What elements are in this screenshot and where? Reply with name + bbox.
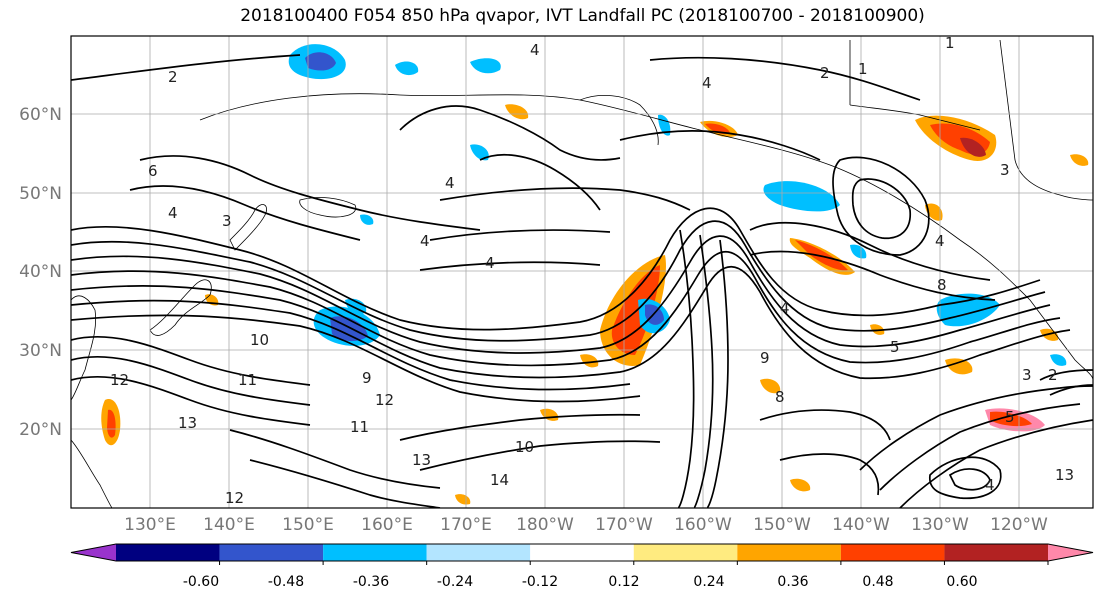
contour-label: 8 bbox=[937, 276, 947, 294]
contour-label: 3 bbox=[222, 212, 232, 230]
contour-label: 4 bbox=[485, 254, 495, 272]
contour-label: 4 bbox=[420, 232, 430, 250]
contour-label: 14 bbox=[490, 471, 509, 489]
colorbar-box bbox=[219, 544, 324, 561]
contour-label: 3 bbox=[1000, 161, 1010, 179]
contour-label: 4 bbox=[445, 174, 455, 192]
contour-label: 10 bbox=[250, 331, 269, 349]
lon-label: 170°W bbox=[595, 515, 653, 535]
contour-label: 4 bbox=[702, 74, 712, 92]
contour-label: 13 bbox=[1055, 466, 1074, 484]
contour-label: 11 bbox=[350, 418, 369, 436]
colorbar-tick-label: -0.12 bbox=[522, 574, 558, 590]
colorbar-box bbox=[840, 544, 945, 561]
colorbar-tick-label: 0.36 bbox=[777, 574, 808, 590]
contour-label: 10 bbox=[515, 438, 534, 456]
colorbar-tick-label: -0.48 bbox=[268, 574, 304, 590]
ivt-contours bbox=[71, 54, 1093, 508]
colorbar-box bbox=[116, 544, 220, 561]
colorbar-box bbox=[944, 544, 1048, 561]
contour-label: 13 bbox=[412, 451, 431, 469]
lon-label: 150°W bbox=[753, 515, 811, 535]
lon-label: 130°E bbox=[124, 515, 176, 535]
lon-label: 140°W bbox=[832, 515, 890, 535]
map-title: 2018100400 F054 850 hPa qvapor, IVT Land… bbox=[240, 6, 925, 26]
contour-label: 11 bbox=[238, 371, 257, 389]
contour-label: 1 bbox=[945, 34, 955, 52]
colorbar: -0.60 -0.48 -0.36 -0.24 -0.12 0.12 0.24 … bbox=[70, 543, 1094, 590]
contour-label: 4 bbox=[935, 232, 945, 250]
contour-label: 4 bbox=[780, 299, 790, 317]
contour-label: 2 bbox=[820, 64, 830, 82]
contour-label: 2 bbox=[1048, 366, 1058, 384]
colorbar-tick-label: -0.36 bbox=[353, 574, 389, 590]
lat-label-50n: 50°N bbox=[19, 184, 62, 204]
colorbar-boxes bbox=[70, 543, 1094, 562]
lon-label: 130°W bbox=[911, 515, 969, 535]
contour-label: 3 bbox=[1022, 366, 1032, 384]
contour-label: 2 bbox=[168, 68, 178, 86]
colorbar-tick-label: -0.60 bbox=[183, 574, 219, 590]
lat-label-30n: 30°N bbox=[19, 341, 62, 361]
contour-label: 5 bbox=[1005, 408, 1015, 426]
colorbar-box bbox=[426, 544, 531, 561]
contour-label: 5 bbox=[890, 338, 900, 356]
colorbar-box bbox=[530, 544, 634, 561]
contour-label: 12 bbox=[375, 391, 394, 409]
contour-label: 12 bbox=[110, 371, 129, 389]
contour-label: 8 bbox=[775, 388, 785, 406]
lon-label: 140°E bbox=[203, 515, 255, 535]
lat-label-60n: 60°N bbox=[19, 105, 62, 125]
colorbar-tick-label: 0.12 bbox=[608, 574, 639, 590]
contour-label: 4 bbox=[530, 41, 540, 59]
colorbar-box bbox=[323, 544, 427, 561]
colorbar-tick-label: 0.60 bbox=[946, 574, 977, 590]
lat-label-20n: 20°N bbox=[19, 420, 62, 440]
colorbar-box bbox=[737, 544, 841, 561]
colorbar-box bbox=[71, 544, 116, 561]
coastlines bbox=[71, 39, 1093, 508]
longitude-labels: 130°E 140°E 150°E 160°E 170°E 180°W 170°… bbox=[124, 515, 1048, 535]
lon-label: 180°W bbox=[516, 515, 574, 535]
colorbar-ticks: -0.60 -0.48 -0.36 -0.24 -0.12 0.12 0.24 … bbox=[183, 561, 1049, 590]
lon-label: 120°W bbox=[990, 515, 1048, 535]
colorbar-box bbox=[1048, 544, 1093, 561]
colorbar-outline bbox=[70, 543, 1094, 562]
map-area: 2 1 4 2 1 6 3 4 3 4 4 4 8 4 4 5 10 11 12… bbox=[71, 34, 1093, 508]
latitude-labels: 60°N 50°N 40°N 30°N 20°N bbox=[19, 105, 62, 440]
contour-label: 4 bbox=[168, 204, 178, 222]
lon-label: 150°E bbox=[282, 515, 334, 535]
colorbar-tick-label: 0.48 bbox=[862, 574, 893, 590]
lon-label: 160°E bbox=[361, 515, 413, 535]
colorbar-tick-label: 0.24 bbox=[693, 574, 724, 590]
gridlines bbox=[71, 36, 1093, 508]
contour-label: 12 bbox=[225, 489, 244, 507]
lon-label: 170°E bbox=[440, 515, 492, 535]
lat-label-40n: 40°N bbox=[19, 262, 62, 282]
contour-label: 9 bbox=[362, 369, 372, 387]
contour-label: 6 bbox=[148, 162, 158, 180]
map-frame bbox=[70, 35, 1094, 509]
colorbar-tick-label: -0.24 bbox=[437, 574, 473, 590]
contour-label: 4 bbox=[985, 476, 995, 494]
contour-label: 13 bbox=[178, 414, 197, 432]
contour-labels: 2 1 4 2 1 6 3 4 3 4 4 4 8 4 4 5 10 11 12… bbox=[110, 34, 1074, 507]
colorbar-box bbox=[633, 544, 738, 561]
contour-label: 9 bbox=[760, 349, 770, 367]
lon-label: 160°W bbox=[674, 515, 732, 535]
contour-label: 1 bbox=[858, 60, 868, 78]
